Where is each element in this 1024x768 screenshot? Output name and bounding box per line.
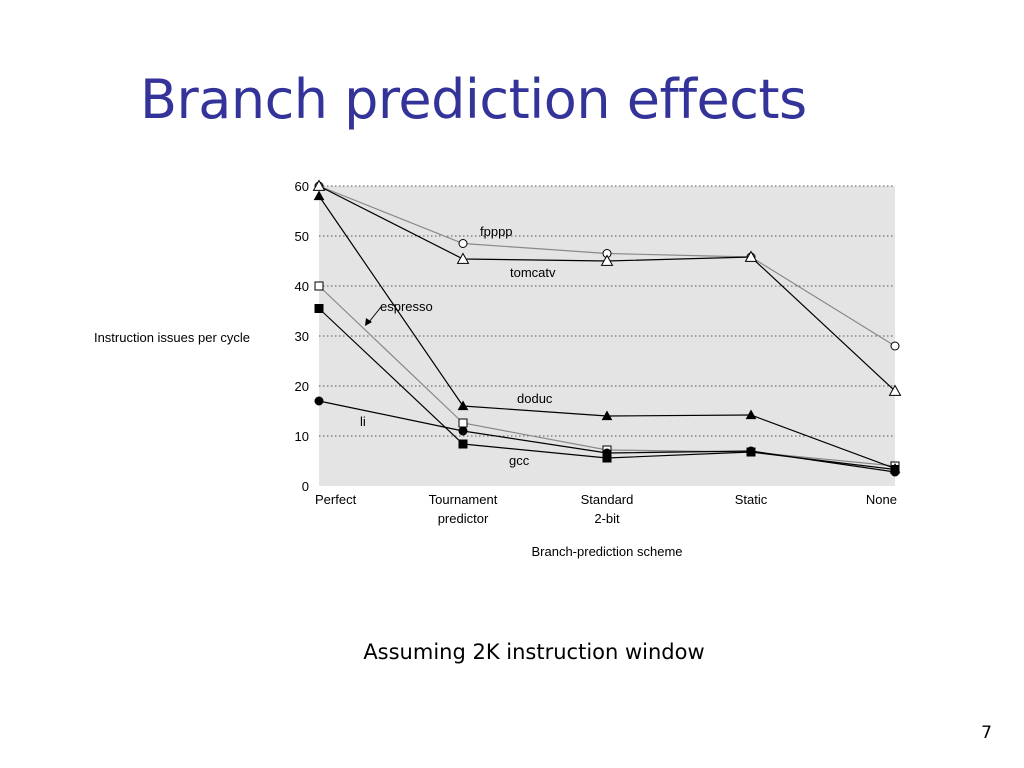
data-point-gcc [314, 304, 324, 313]
data-point-tomcatv [312, 179, 326, 191]
data-point-tomcatv [888, 384, 902, 396]
x-category-label: predictor [438, 511, 489, 526]
data-point-gcc [458, 439, 468, 449]
data-markers [312, 179, 902, 477]
data-point-doduc [457, 400, 469, 411]
y-tick-label: 10 [295, 429, 309, 444]
data-point-tomcatv [600, 254, 614, 266]
y-tick-label: 50 [295, 229, 309, 244]
x-category-label: Static [735, 492, 768, 507]
page-number: 7 [981, 723, 992, 743]
data-point-li [314, 396, 324, 406]
data-point-fpppp [890, 341, 900, 351]
x-category-label: None [866, 492, 897, 507]
data-point-doduc [745, 409, 757, 420]
series-label-tomcatv: tomcatv [510, 265, 556, 280]
slide-title: Branch prediction effects [140, 68, 807, 131]
data-point-espresso [458, 418, 468, 428]
y-tick-label: 40 [295, 279, 309, 294]
data-point-espresso [314, 281, 324, 291]
y-tick-label: 60 [295, 179, 309, 194]
y-tick-label: 20 [295, 379, 309, 394]
data-point-li [458, 426, 468, 436]
x-category-label: Standard [581, 492, 634, 507]
x-category-label: Tournament [429, 492, 498, 507]
series-label-fpppp: fpppp [480, 224, 513, 239]
x-axis-label: Branch-prediction scheme [531, 544, 682, 559]
data-point-tomcatv [744, 250, 758, 262]
y-axis-ticks: 0 10 20 30 40 50 60 [295, 179, 309, 494]
y-tick-label: 0 [302, 479, 309, 494]
data-point-tomcatv [456, 252, 470, 264]
espresso-pointer-arrowhead [365, 318, 372, 326]
data-point-gcc [746, 447, 756, 457]
series-label-doduc: doduc [517, 391, 553, 406]
y-tick-label: 30 [295, 329, 309, 344]
data-point-gcc [890, 465, 900, 474]
y-axis-label: Instruction issues per cycle [94, 330, 250, 345]
espresso-pointer-line [368, 306, 382, 323]
x-axis-categories: Perfect Tournament predictor Standard 2-bit S… [315, 492, 897, 526]
slide-caption: Assuming 2K instruction window [363, 640, 705, 664]
x-category-label: 2-bit [594, 511, 620, 526]
data-point-doduc [313, 190, 325, 201]
data-point-gcc [602, 453, 612, 463]
series-label-espresso: espresso [380, 299, 433, 314]
series-label-li: li [360, 414, 366, 429]
series-label-gcc: gcc [509, 453, 530, 468]
data-point-fpppp [458, 239, 468, 248]
data-point-doduc [601, 410, 613, 421]
issues-per-cycle-line-chart: 0 10 20 30 40 50 60 Perfect Tournament predictor… [94, 179, 902, 559]
x-category-label: Perfect [315, 492, 357, 507]
